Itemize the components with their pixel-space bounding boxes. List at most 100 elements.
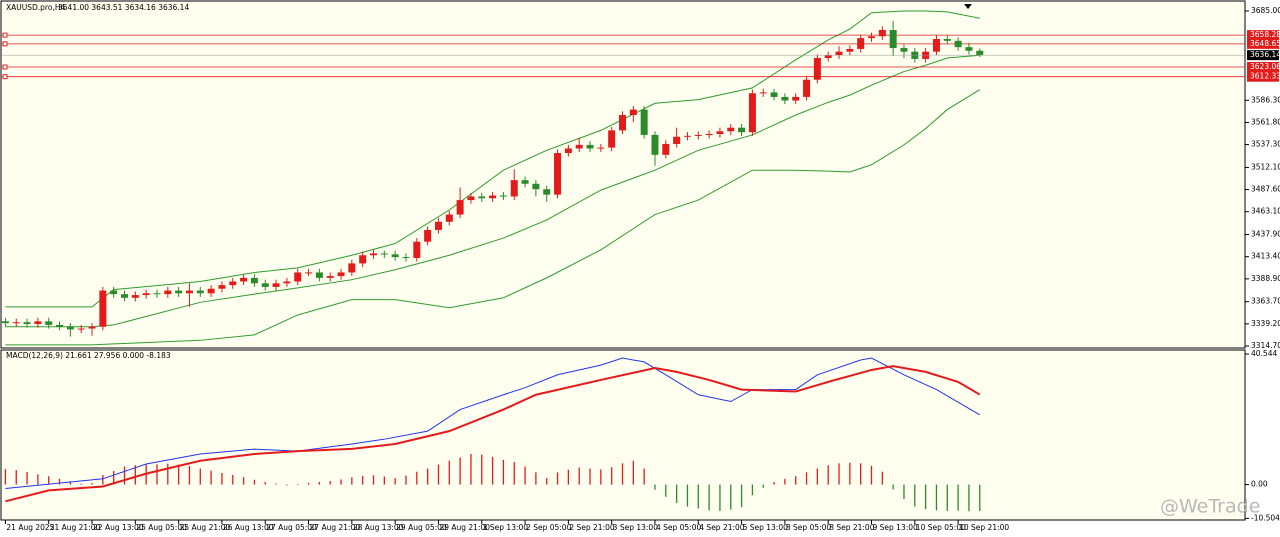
- candle-body: [878, 29, 886, 37]
- candle-body: [164, 290, 172, 295]
- candle-body: [748, 93, 756, 133]
- x-tick-label: 4 Sep 05:00: [656, 523, 702, 532]
- candle-body: [586, 144, 594, 149]
- candle-body: [478, 196, 486, 199]
- candle-body: [207, 288, 215, 294]
- y-tick-label: 3363.70: [1251, 297, 1280, 306]
- candle-body: [900, 48, 908, 52]
- candle-body: [651, 134, 659, 155]
- candle-body: [142, 293, 150, 296]
- x-tick-label: 2 Sep 05:00: [526, 523, 572, 532]
- candle-body: [499, 195, 507, 197]
- candle-body: [283, 281, 291, 284]
- candle-body: [66, 326, 74, 330]
- candle-body: [218, 285, 226, 289]
- y-tick-label: 3388.90: [1251, 274, 1280, 283]
- chart-title: XAUUSD.pro,H4: [6, 3, 65, 12]
- candle-body: [305, 272, 313, 274]
- candle-body: [121, 294, 128, 298]
- candle-body: [413, 241, 421, 258]
- candle-body: [727, 127, 735, 132]
- y-tick-label: 3413.40: [1251, 252, 1280, 261]
- candle-body: [77, 328, 85, 330]
- plot: 3685.00 3586.30 3561.80 3537.30 3512.10 3487.…: [1, 6, 1280, 532]
- candle-body: [185, 290, 193, 294]
- candle-body: [272, 283, 280, 287]
- candle-body: [965, 47, 973, 51]
- candle-body: [326, 276, 334, 278]
- x-tick-label: 4 Sep 21:00: [699, 523, 745, 532]
- x-tick-label: 10 Sep 21:00: [959, 523, 1009, 532]
- candle-body: [673, 136, 681, 144]
- y-tick-label: 3339.20: [1251, 319, 1280, 328]
- candle-body: [564, 148, 572, 154]
- current-price-label: 3636.14: [1250, 50, 1280, 59]
- candle-body: [229, 281, 237, 286]
- candle-body: [370, 253, 377, 256]
- macd-panel: [0, 349, 1246, 521]
- level-box: [1247, 30, 1279, 41]
- candle-body: [196, 290, 204, 294]
- candle-body: [781, 96, 789, 101]
- level-box: [1247, 38, 1279, 49]
- bollinger-band: [5, 10, 980, 308]
- candle-body: [23, 322, 31, 325]
- candle-body: [424, 229, 432, 242]
- bollinger-band: [5, 89, 981, 346]
- candle-body: [759, 92, 767, 94]
- x-tick-label: 25 Aug 05:00: [136, 523, 187, 532]
- bollinger-band: [5, 54, 980, 328]
- candle-body: [294, 272, 302, 282]
- candle-body: [34, 321, 42, 325]
- candle-body: [705, 134, 713, 136]
- quote: 3641.00 3643.51 3634.16 3636.14: [58, 3, 189, 12]
- candle-body: [56, 324, 64, 327]
- y-tick-label: 0.00: [1251, 480, 1268, 489]
- candle-body: [976, 50, 984, 56]
- x-tick-label: 21 Aug 2025: [6, 523, 54, 532]
- level-handle: [2, 64, 8, 70]
- x-tick-label: 25 Aug 21:00: [180, 523, 231, 532]
- candle-body: [662, 143, 670, 155]
- level-handle: [2, 41, 8, 47]
- candle-body: [683, 135, 691, 137]
- candle-body: [380, 253, 388, 255]
- candle-body: [716, 131, 724, 135]
- macd-line: [5, 365, 981, 503]
- candle-body: [813, 58, 821, 80]
- x-tick-label: 27 Aug 05:00: [266, 523, 317, 532]
- candle-body: [250, 277, 258, 284]
- candle-body: [456, 200, 464, 215]
- candle-body: [943, 39, 951, 41]
- candle-body: [640, 109, 648, 135]
- level-handle: [2, 32, 8, 38]
- price-panel: [0, 0, 1246, 349]
- candle-body: [619, 115, 626, 131]
- indicator-title: MACD(12,26,9) 21.661 27.956 0.000 -8.183: [6, 351, 171, 360]
- level-box: [1247, 62, 1279, 73]
- y-tick-label: 3463.10: [1251, 207, 1280, 216]
- y-tick-label: 3437.90: [1251, 230, 1280, 239]
- level-handle: [2, 74, 8, 80]
- candle-body: [954, 40, 962, 48]
- candle-body: [597, 147, 605, 149]
- candle-body: [835, 51, 843, 56]
- candle-body: [45, 321, 53, 325]
- candle-body: [532, 183, 540, 190]
- candle-body: [608, 130, 616, 148]
- y-tick-label: 40.544: [1251, 349, 1277, 358]
- x-tick-label: 29 Aug 05:00: [396, 523, 447, 532]
- candle-body: [510, 180, 518, 197]
- candle-body: [489, 195, 497, 199]
- candle-body: [261, 283, 269, 287]
- candle-body: [175, 290, 183, 294]
- candle-body: [792, 96, 800, 101]
- candle-body: [554, 153, 562, 195]
- candle-body: [738, 127, 746, 133]
- x-tick-label: 10 Sep 05:00: [916, 523, 966, 532]
- candle-body: [88, 326, 96, 329]
- y-tick-label: -10.504: [1251, 513, 1280, 522]
- x-tick-label: 1 Sep 13:00: [483, 523, 529, 532]
